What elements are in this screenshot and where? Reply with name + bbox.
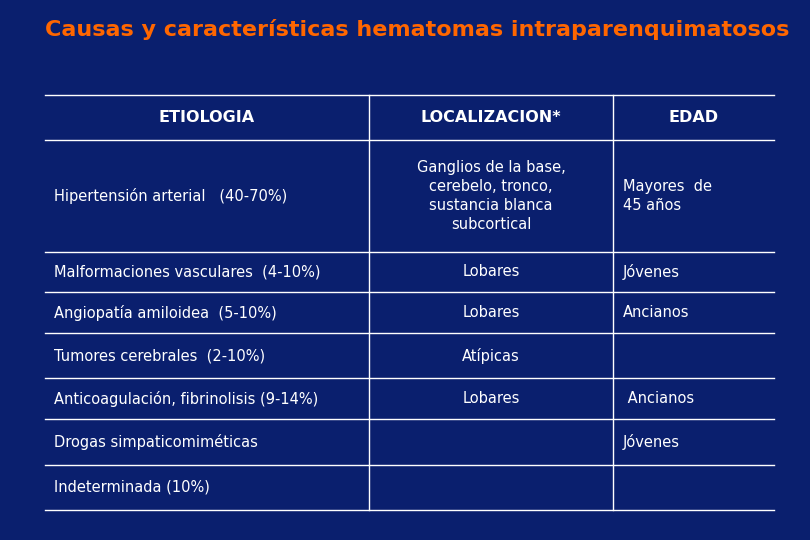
Text: Angiopatía amiloidea  (5-10%): Angiopatía amiloidea (5-10%) xyxy=(54,305,277,321)
Text: Jóvenes: Jóvenes xyxy=(623,264,680,280)
Text: LOCALIZACION*: LOCALIZACION* xyxy=(420,110,561,125)
Text: Mayores  de
45 años: Mayores de 45 años xyxy=(623,179,712,213)
Text: ETIOLOGIA: ETIOLOGIA xyxy=(159,110,255,125)
Text: Ancianos: Ancianos xyxy=(623,305,689,320)
Text: Drogas simpaticomiméticas: Drogas simpaticomiméticas xyxy=(54,434,258,450)
Text: Hipertensión arterial   (40-70%): Hipertensión arterial (40-70%) xyxy=(54,188,288,204)
Text: Lobares: Lobares xyxy=(463,392,520,406)
Text: Lobares: Lobares xyxy=(463,265,520,280)
Text: Jóvenes: Jóvenes xyxy=(623,434,680,450)
Text: Ganglios de la base,
cerebelo, tronco,
sustancia blanca
subcortical: Ganglios de la base, cerebelo, tronco, s… xyxy=(416,160,565,232)
Text: EDAD: EDAD xyxy=(668,110,718,125)
Text: Atípicas: Atípicas xyxy=(463,348,520,363)
Text: Tumores cerebrales  (2-10%): Tumores cerebrales (2-10%) xyxy=(54,348,266,363)
Text: Indeterminada (10%): Indeterminada (10%) xyxy=(54,480,210,495)
Text: Causas y características hematomas intraparenquimatosos: Causas y características hematomas intra… xyxy=(45,19,789,40)
Text: Ancianos: Ancianos xyxy=(623,392,694,406)
Text: Anticoagulación, fibrinolisis (9-14%): Anticoagulación, fibrinolisis (9-14%) xyxy=(54,391,318,407)
Text: Lobares: Lobares xyxy=(463,305,520,320)
Text: Malformaciones vasculares  (4-10%): Malformaciones vasculares (4-10%) xyxy=(54,265,321,280)
